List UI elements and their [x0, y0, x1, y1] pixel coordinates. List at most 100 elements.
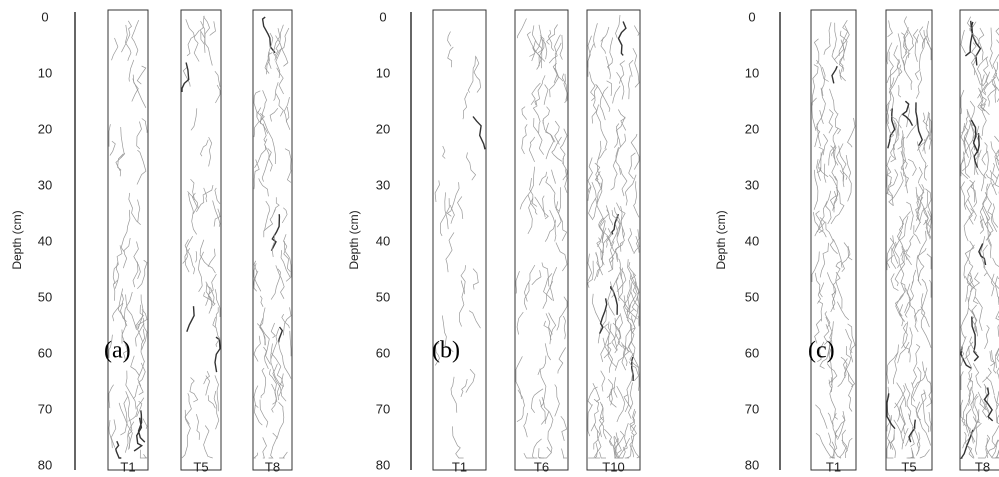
root: [977, 391, 987, 410]
root: [886, 42, 893, 65]
root: [624, 315, 636, 350]
tube-label: T5: [901, 459, 916, 474]
root: [960, 399, 966, 426]
root: [968, 262, 975, 288]
root: [441, 315, 454, 353]
root: [987, 79, 997, 107]
root: [985, 376, 995, 396]
depth-tick-label: 70: [745, 401, 759, 416]
root: [818, 300, 823, 322]
tube: [432, 9, 487, 471]
root: [132, 261, 139, 288]
root: [822, 133, 829, 156]
root: [284, 241, 292, 278]
depth-tick-label: 20: [376, 121, 390, 136]
root: [906, 102, 910, 128]
root: [893, 241, 900, 268]
root: [900, 406, 906, 435]
root: [984, 324, 990, 350]
root: [270, 353, 284, 397]
root: [624, 370, 634, 413]
root: [532, 100, 541, 133]
root: [993, 395, 999, 405]
root-image: [253, 16, 292, 459]
root: [902, 30, 909, 59]
root: [544, 343, 551, 361]
root: [137, 259, 148, 290]
root: [829, 175, 839, 209]
root: [926, 20, 930, 42]
root: [969, 21, 977, 41]
root: [886, 254, 894, 269]
root: [831, 127, 839, 157]
root: [587, 186, 592, 201]
root: [828, 347, 834, 386]
root: [597, 148, 608, 160]
root: [839, 439, 848, 458]
depth-tick-label: 40: [376, 233, 390, 248]
root: [213, 208, 221, 227]
root: [615, 430, 625, 456]
root: [901, 100, 914, 127]
root: [253, 90, 261, 117]
root: [889, 77, 895, 112]
root: [628, 340, 640, 382]
root: [459, 280, 465, 327]
depth-tick-label: 30: [38, 177, 52, 192]
root: [982, 57, 989, 87]
root: [120, 396, 129, 436]
root: [596, 164, 603, 190]
depth-tick-label: 0: [379, 9, 386, 24]
tube: [514, 9, 569, 471]
root: [886, 415, 892, 432]
root: [826, 363, 838, 384]
root: [897, 134, 904, 150]
root: [811, 97, 817, 131]
root: [549, 281, 554, 302]
root: [259, 295, 264, 307]
root: [264, 138, 273, 172]
root: [829, 321, 834, 347]
root: [925, 188, 932, 233]
root: [903, 167, 909, 187]
root: [617, 21, 627, 56]
root: [254, 404, 263, 426]
root: [977, 439, 999, 459]
tube-label: T1: [452, 459, 467, 474]
depth-tick-label: 80: [745, 457, 759, 472]
root: [992, 83, 999, 102]
root: [112, 279, 118, 301]
root: [890, 122, 897, 160]
root: [460, 379, 468, 398]
root: [264, 32, 274, 74]
root: [888, 171, 904, 206]
depth-tick-label: 50: [376, 289, 390, 304]
root: [457, 196, 464, 219]
root: [214, 307, 219, 328]
root: [973, 133, 980, 168]
root: [207, 285, 215, 310]
root: [196, 414, 200, 440]
root: [616, 116, 626, 147]
root: [449, 204, 455, 224]
root: [214, 187, 221, 205]
root: [968, 378, 974, 409]
root: [591, 293, 601, 323]
root: [830, 186, 845, 225]
root: [613, 377, 618, 398]
root: [819, 242, 829, 278]
root: [595, 198, 605, 227]
root: [530, 388, 544, 414]
root: [917, 139, 926, 151]
root: [886, 235, 894, 271]
root: [887, 415, 894, 450]
root: [111, 37, 119, 61]
root: [985, 434, 993, 459]
root: [615, 333, 621, 348]
root: [629, 322, 636, 358]
root: [125, 391, 133, 431]
root: [969, 179, 977, 208]
root: [207, 274, 217, 307]
root: [627, 228, 634, 253]
root: [270, 268, 281, 300]
